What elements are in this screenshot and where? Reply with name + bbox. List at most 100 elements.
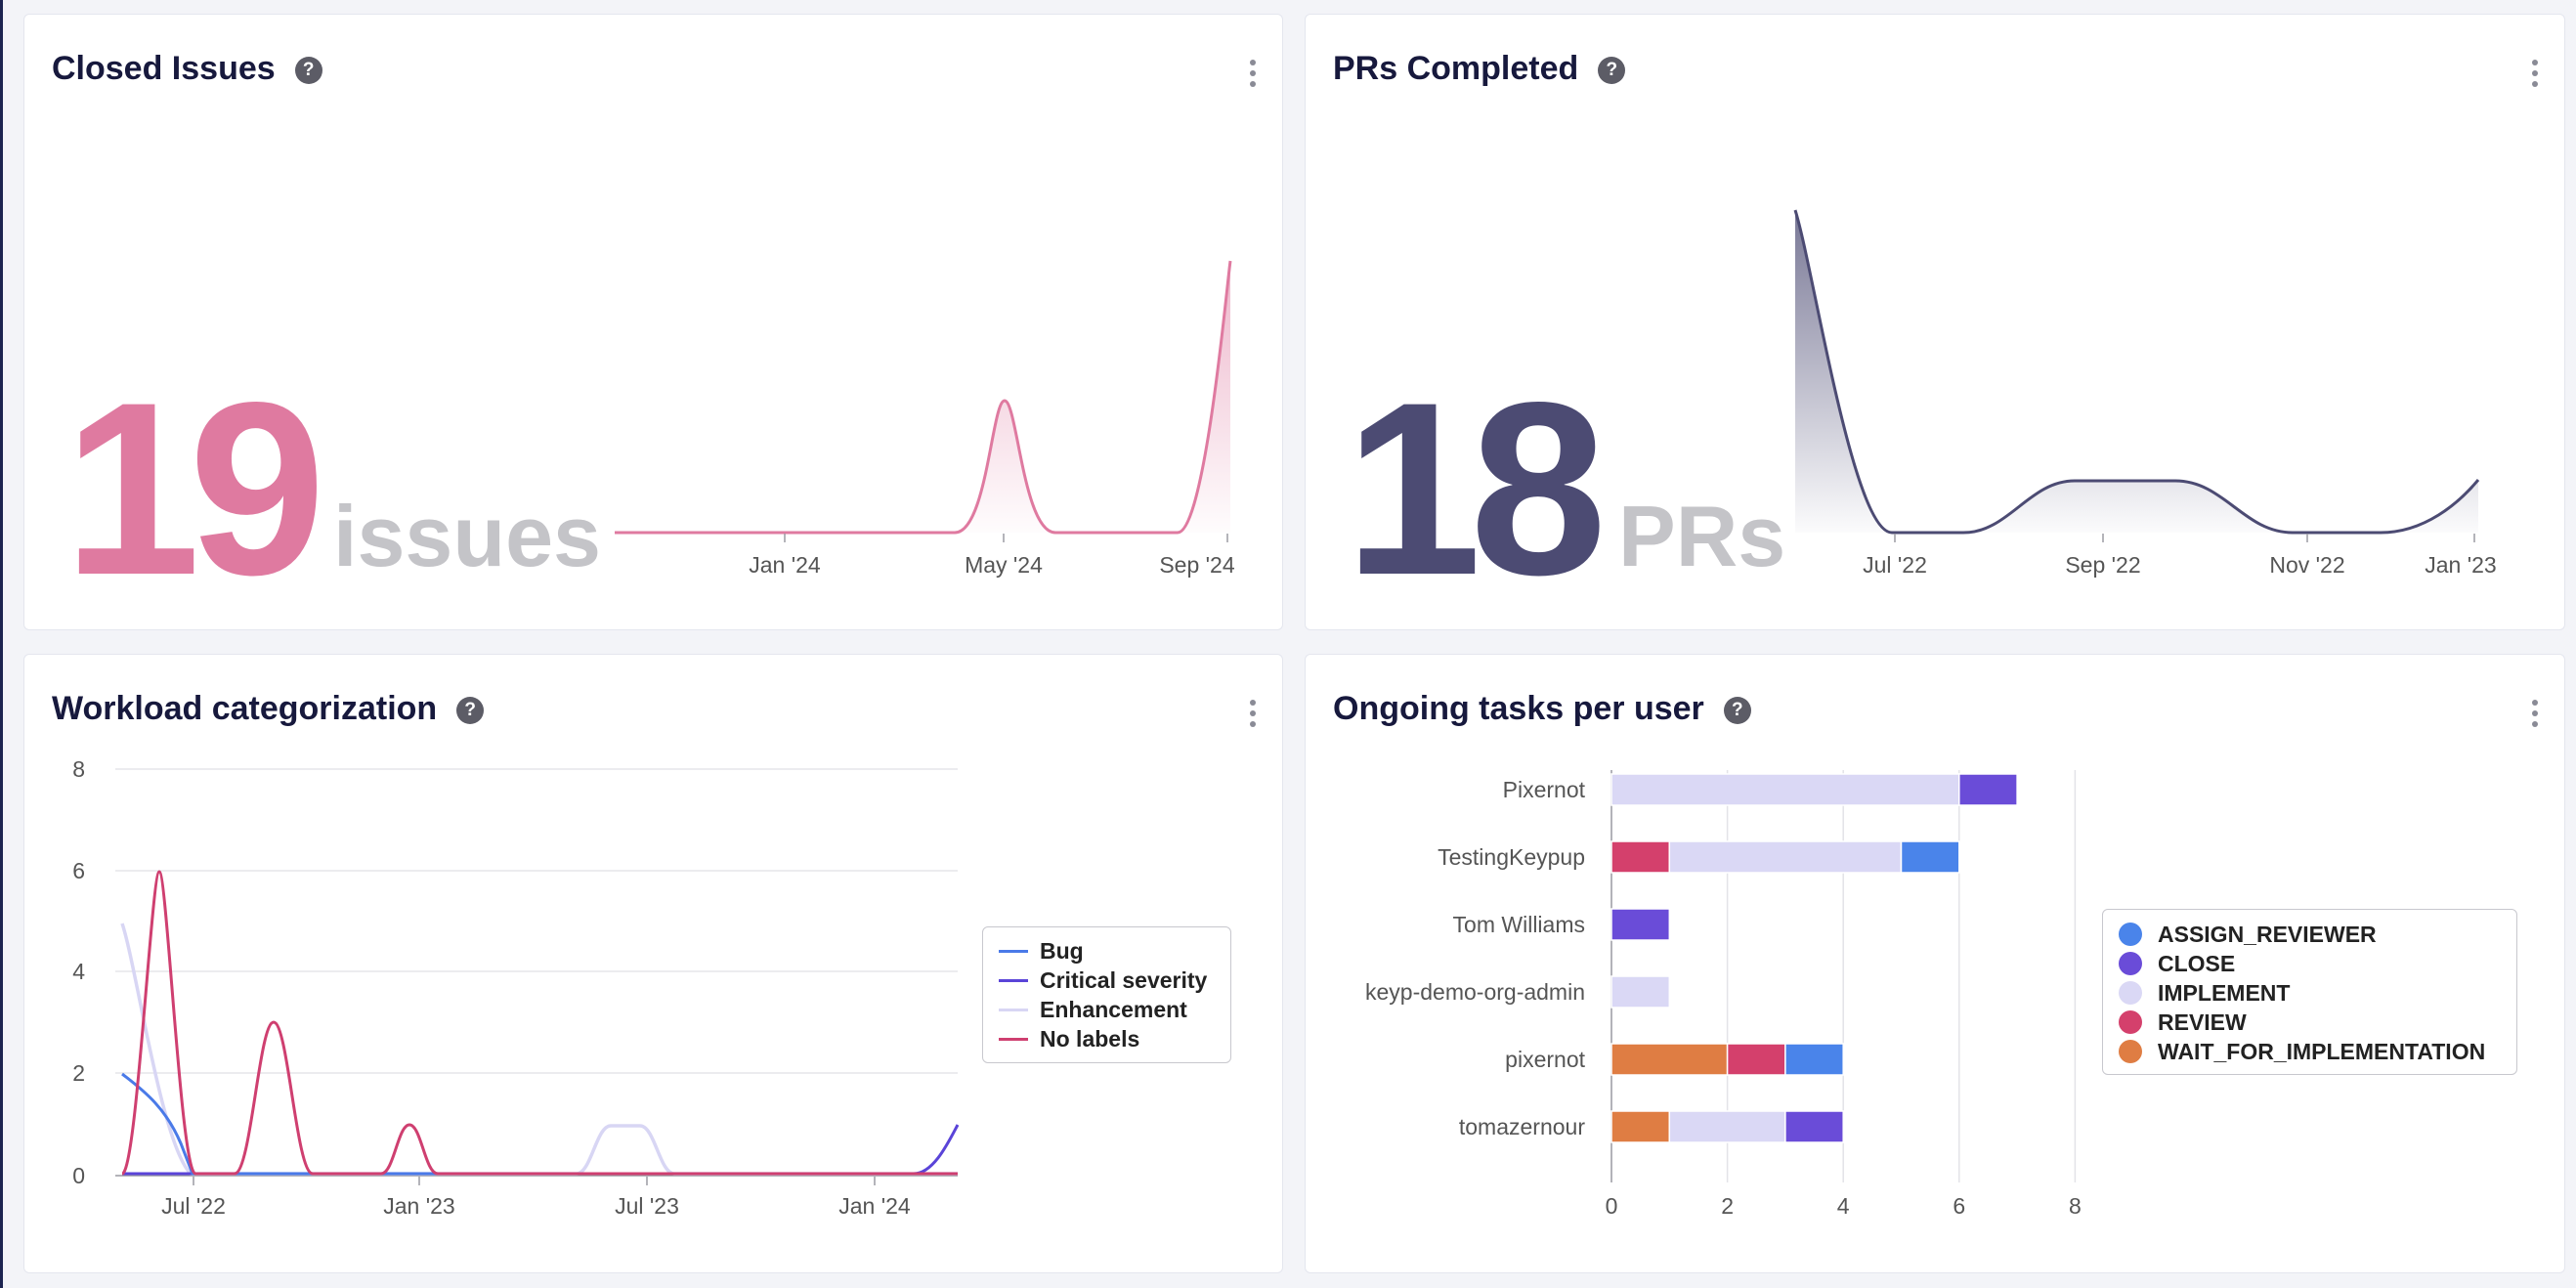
bar-segment-implement[interactable] <box>1668 840 1903 874</box>
more-options-icon[interactable] <box>2531 60 2539 92</box>
bar-segment-assign-reviewer[interactable] <box>1900 840 1960 874</box>
ongoing-tasks-bar-chart: 0 2 4 6 8 Pixernot TestingKeypup Tom Williams ke… <box>1365 770 2082 1219</box>
prs-completed-value: 18 <box>1345 352 1607 626</box>
series-line-no-labels <box>120 870 958 1176</box>
category-label: pixernot <box>1505 1047 1585 1072</box>
legend-label: Bug <box>1040 937 1084 964</box>
legend-item-implement[interactable]: IMPLEMENT <box>2119 978 2516 1008</box>
series-line-critical-severity <box>122 1124 960 1176</box>
x-tick-label: Jan '23 <box>383 1193 454 1219</box>
x-tick-label: Jan '24 <box>749 552 821 578</box>
prs-completed-area <box>1795 210 2478 533</box>
x-tick-label: Jul '22 <box>161 1193 226 1219</box>
legend-item-assign-reviewer[interactable]: ASSIGN_REVIEWER <box>2119 920 2516 949</box>
closed-issues-x-axis: Jan '24 May '24 Sep '24 <box>749 534 1235 578</box>
x-tick-label: Jul '22 <box>1863 552 1927 578</box>
series-line-enhancement <box>120 923 958 1176</box>
prs-completed-sparkline: Jul '22 Sep '22 Nov '22 Jan '23 <box>1793 209 2497 578</box>
series-line-bug <box>121 1072 958 1176</box>
legend-label: WAIT_FOR_IMPLEMENTATION <box>2158 1038 2486 1064</box>
ongoing-tasks-legend: ASSIGN_REVIEWER CLOSE IMPLEMENT REVIEW W… <box>2102 909 2517 1075</box>
bar-segment-close[interactable] <box>1958 773 2018 806</box>
x-tick-label: Sep '24 <box>1159 552 1234 578</box>
card-title: Ongoing tasks per user? <box>1333 692 1751 725</box>
ongoing-tasks-title: Ongoing tasks per user <box>1333 690 1704 727</box>
closed-issues-title: Closed Issues <box>52 50 276 87</box>
card-title: Workload categorization? <box>52 690 485 727</box>
x-tick-label: 4 <box>1837 1193 1850 1219</box>
bar-segment-implement[interactable] <box>1610 975 1671 1009</box>
bar-segment-close[interactable] <box>1610 908 1671 941</box>
category-label: tomazernour <box>1459 1114 1585 1139</box>
x-tick-label: 8 <box>2069 1193 2082 1219</box>
legend-item-bug[interactable]: Bug <box>999 936 1230 966</box>
more-options-icon[interactable] <box>1249 700 1257 732</box>
closed-issues-area <box>615 261 1230 533</box>
prs-completed-x-axis: Jul '22 Sep '22 Nov '22 Jan '23 <box>1863 534 2497 578</box>
legend-item-close[interactable]: CLOSE <box>2119 949 2516 978</box>
y-gridlines <box>115 768 958 1074</box>
prs-completed-unit: PRs <box>1618 488 1786 584</box>
x-tick-label: Nov '22 <box>2269 552 2344 578</box>
bar-segment-assign-reviewer[interactable] <box>1784 1043 1844 1076</box>
legend-label: Enhancement <box>1040 996 1187 1022</box>
legend-item-no-labels[interactable]: No labels <box>999 1024 1230 1053</box>
help-icon[interactable]: ? <box>1723 697 1751 724</box>
closed-issues-unit: issues <box>333 488 601 584</box>
workload-title: Workload categorization <box>52 690 438 727</box>
category-label: keyp-demo-org-admin <box>1365 979 1585 1005</box>
bar-segment-review[interactable] <box>1726 1043 1786 1076</box>
x-tick-label: Sep '22 <box>2065 552 2140 578</box>
window-edge <box>0 0 3 1288</box>
y-tick-label: 8 <box>72 756 85 782</box>
category-label: TestingKeypup <box>1438 844 1585 870</box>
legend-label: No labels <box>1040 1025 1140 1052</box>
prs-completed-card: PRs Completed? 18 PRs Jul '22 Sep '22 No… <box>1305 14 2565 630</box>
more-options-icon[interactable] <box>1249 60 1257 92</box>
closed-issues-card: Closed Issues? 19 issues Jan '24 May '24… <box>23 14 1283 630</box>
help-icon[interactable]: ? <box>1598 57 1626 84</box>
category-label: Pixernot <box>1503 777 1586 802</box>
bar-segment-implement[interactable] <box>1668 1110 1786 1143</box>
legend-label: ASSIGN_REVIEWER <box>2158 921 2377 947</box>
card-title: PRs Completed? <box>1333 50 1626 87</box>
x-tick-label: 6 <box>1953 1193 1965 1219</box>
x-tick-label: Jul '23 <box>615 1193 679 1219</box>
x-tick-label: Jan '24 <box>838 1193 911 1219</box>
workload-line-chart: 8 6 4 2 0 Jul '22 Jan '23 Jul '23 Jan '2… <box>72 756 960 1219</box>
closed-issues-sparkline: Jan '24 May '24 Sep '24 <box>615 260 1235 578</box>
bar-segment-wait-for-implementation[interactable] <box>1610 1043 1729 1076</box>
bar-segment-review[interactable] <box>1610 840 1671 874</box>
y-axis-labels: 8 6 4 2 0 <box>72 756 85 1188</box>
x-tick-label: Jan '23 <box>2425 552 2496 578</box>
x-tick-label: 2 <box>1721 1193 1734 1219</box>
workload-legend: Bug Critical severity Enhancement No lab… <box>982 926 1231 1063</box>
closed-issues-value: 19 <box>64 352 325 626</box>
x-axis-ticks <box>193 1177 876 1185</box>
closed-issues-line <box>615 260 1232 535</box>
ongoing-tasks-card: Ongoing tasks per user? 0 2 4 6 8 Pixernot Tes… <box>1305 654 2565 1273</box>
bar-segment-close[interactable] <box>1784 1110 1844 1143</box>
y-tick-label: 6 <box>72 858 85 883</box>
prs-completed-title: PRs Completed <box>1333 50 1579 87</box>
legend-item-enhancement[interactable]: Enhancement <box>999 995 1230 1024</box>
y-tick-label: 0 <box>72 1163 85 1188</box>
category-label: Tom Williams <box>1453 912 1585 937</box>
legend-item-critical-severity[interactable]: Critical severity <box>999 966 1230 995</box>
legend-label: IMPLEMENT <box>2158 979 2291 1006</box>
help-icon[interactable]: ? <box>294 57 322 84</box>
bar-segment-wait-for-implementation[interactable] <box>1610 1110 1671 1143</box>
x-tick-label: May '24 <box>965 552 1043 578</box>
x-tick-label: 0 <box>1606 1193 1618 1219</box>
card-title: Closed Issues? <box>52 52 322 85</box>
legend-label: REVIEW <box>2158 1009 2247 1035</box>
bar-segment-implement[interactable] <box>1610 773 1960 806</box>
more-options-icon[interactable] <box>2531 700 2539 732</box>
help-icon[interactable]: ? <box>456 697 485 724</box>
legend-item-wait-for-implementation[interactable]: WAIT_FOR_IMPLEMENTATION <box>2119 1037 2516 1066</box>
legend-label: Critical severity <box>1040 966 1208 993</box>
y-tick-label: 2 <box>72 1060 85 1086</box>
legend-item-review[interactable]: REVIEW <box>2119 1008 2516 1037</box>
prs-completed-line <box>1793 209 2480 535</box>
workload-card: Workload categorization? 8 6 4 2 0 Jul '… <box>23 654 1283 1273</box>
